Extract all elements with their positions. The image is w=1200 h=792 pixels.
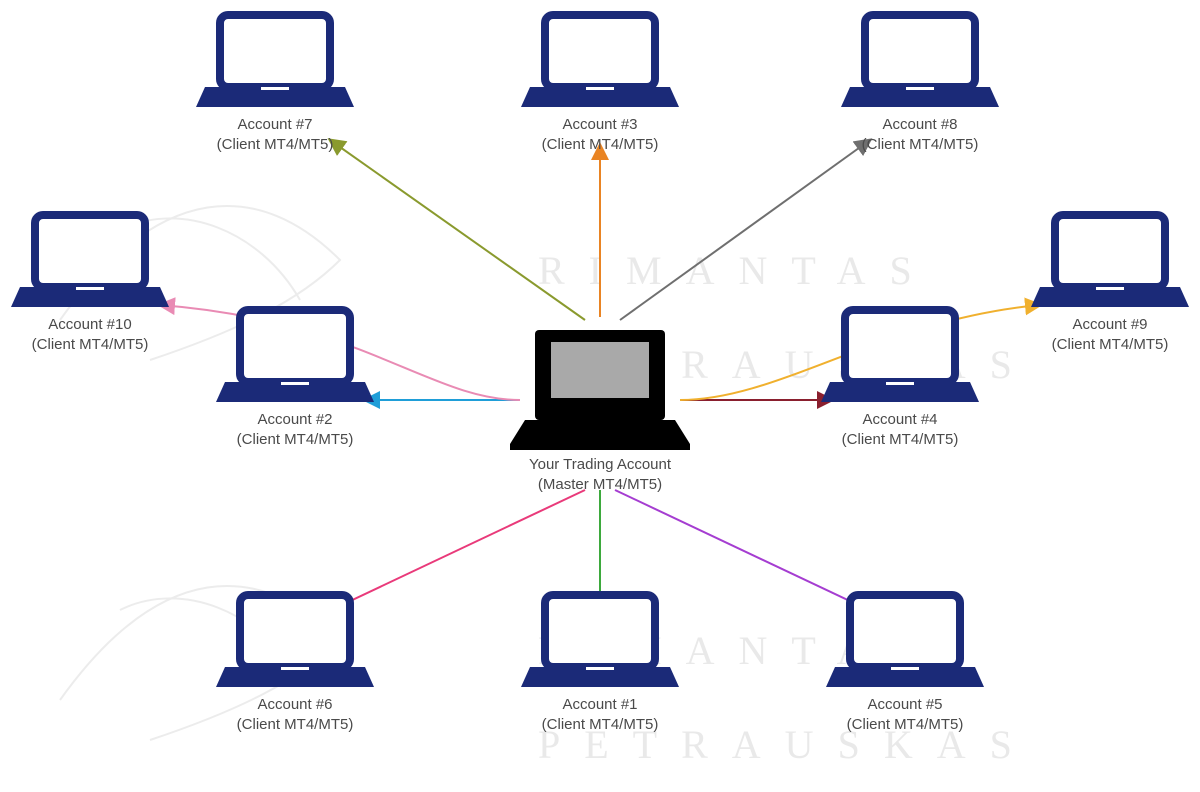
label-acc5: Account #5 (Client MT4/MT5) — [815, 695, 995, 736]
label-line1: Account #9 — [1072, 316, 1147, 333]
label-acc6: Account #6 (Client MT4/MT5) — [205, 695, 385, 736]
label-line2: (Client MT4/MT5) — [842, 431, 959, 448]
master-laptop — [510, 330, 690, 450]
laptop-acc8 — [841, 15, 999, 107]
laptop-acc5 — [826, 595, 984, 687]
edge-acc7 — [330, 140, 585, 320]
label-line1: Account #2 — [257, 411, 332, 428]
label-line1: Account #6 — [257, 696, 332, 713]
label-line1: Account #1 — [562, 696, 637, 713]
label-acc7: Account #7 (Client MT4/MT5) — [185, 115, 365, 156]
label-line2: (Client MT4/MT5) — [542, 136, 659, 153]
laptop-acc10 — [11, 215, 169, 307]
laptop-acc1 — [521, 595, 679, 687]
label-line1: Account #3 — [562, 116, 637, 133]
laptop-acc2 — [216, 310, 374, 402]
label-acc4: Account #4 (Client MT4/MT5) — [810, 410, 990, 451]
label-line2: (Client MT4/MT5) — [1052, 336, 1169, 353]
label-line1: Account #10 — [48, 316, 131, 333]
edge-acc8 — [620, 140, 870, 320]
label-line1: Account #8 — [882, 116, 957, 133]
label-line2: (Client MT4/MT5) — [862, 136, 979, 153]
label-line2: (Client MT4/MT5) — [32, 336, 149, 353]
label-line1: Account #7 — [237, 116, 312, 133]
label-acc9: Account #9 (Client MT4/MT5) — [1020, 315, 1200, 356]
label-line2: (Client MT4/MT5) — [542, 716, 659, 733]
laptop-acc3 — [521, 15, 679, 107]
label-line1: Account #5 — [867, 696, 942, 713]
laptop-acc9 — [1031, 215, 1189, 307]
label-acc2: Account #2 (Client MT4/MT5) — [205, 410, 385, 451]
label-line2: (Client MT4/MT5) — [237, 431, 354, 448]
laptop-acc6 — [216, 595, 374, 687]
label-acc8: Account #8 (Client MT4/MT5) — [830, 115, 1010, 156]
label-acc1: Account #1 (Client MT4/MT5) — [510, 695, 690, 736]
label-line1: Your Trading Account — [529, 456, 671, 473]
label-line2: (Master MT4/MT5) — [538, 476, 662, 493]
label-line2: (Client MT4/MT5) — [237, 716, 354, 733]
laptop-acc4 — [821, 310, 979, 402]
label-line2: (Client MT4/MT5) — [217, 136, 334, 153]
label-acc3: Account #3 (Client MT4/MT5) — [510, 115, 690, 156]
label-acc10: Account #10 (Client MT4/MT5) — [0, 315, 180, 356]
label-line2: (Client MT4/MT5) — [847, 716, 964, 733]
label-line1: Account #4 — [862, 411, 937, 428]
laptop-acc7 — [196, 15, 354, 107]
label-center: Your Trading Account (Master MT4/MT5) — [510, 455, 690, 496]
